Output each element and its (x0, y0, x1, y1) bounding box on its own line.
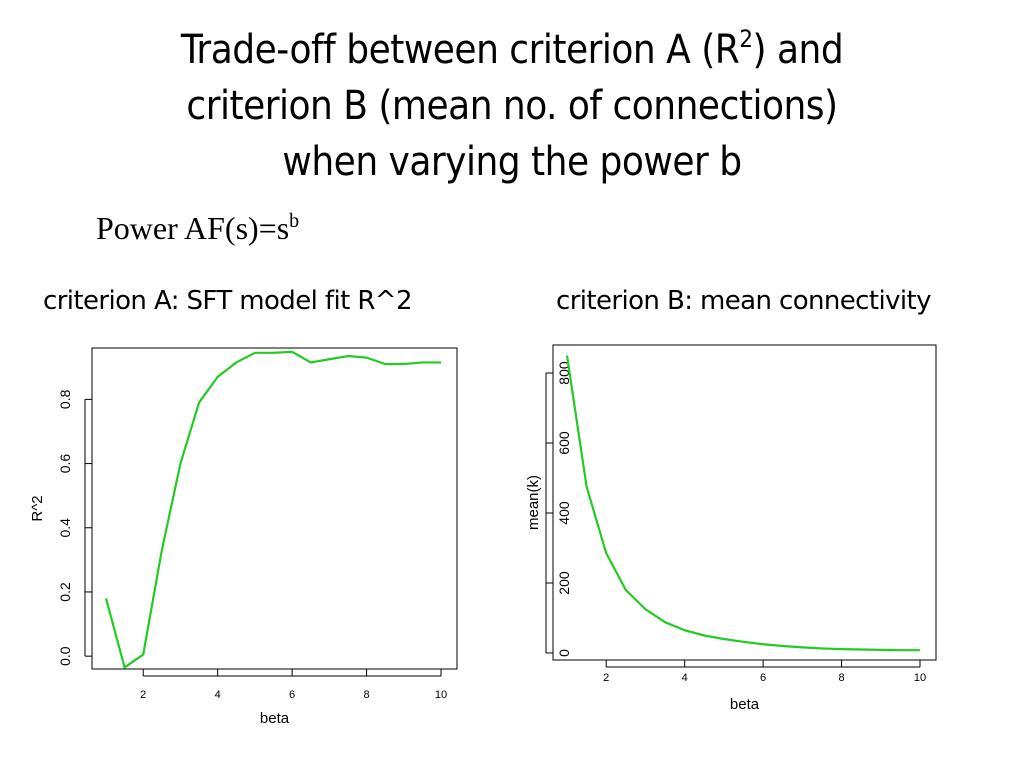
title-line-3: when varying the power b (282, 139, 742, 185)
chart-a-xtick-label-2: 2 (140, 689, 146, 701)
chart-a-frame (91, 347, 458, 670)
chart-a-ytick-label-1: 0.2 (57, 582, 73, 602)
chart-b-ytick-label-1: 200 (556, 571, 572, 595)
chart-b-ytick-label-2: 400 (556, 501, 572, 525)
chart-a-ytick-label-4: 0.8 (57, 389, 73, 409)
subtitle-superscript: b (289, 210, 300, 232)
subtitle: Power AF(s)=sb (96, 208, 299, 248)
chart-b-xtick-label-6: 6 (760, 672, 766, 684)
chart-b-ytick-label-3: 600 (556, 431, 572, 455)
chart-b-frame (552, 344, 937, 661)
title-line-1-text: Trade-off between criterion A (R (180, 27, 740, 73)
chart-a-xlabel: beta (260, 710, 290, 727)
chart-a-xtick-label-4: 4 (215, 689, 221, 701)
chart-a-xtick-label-6: 6 (289, 689, 295, 701)
slide-title: Trade-off between criterion A (R2) and c… (0, 22, 1024, 190)
chart-a-ytick-label-2: 0.4 (57, 518, 73, 538)
chart-a-xtick-label-8: 8 (363, 689, 369, 701)
chart-a-xtick-label-10: 10 (435, 689, 447, 701)
chart-b-xtick-label-10: 10 (914, 672, 926, 684)
chart-a-series-line-0 (104, 350, 441, 669)
chart-a-ylabel: R^2 (29, 495, 46, 521)
chart-a-ytick-label-3: 0.6 (57, 454, 73, 474)
chart-b-xtick-label-4: 4 (682, 672, 688, 684)
caption-criterion-a: criterion A: SFT model fit R^2 (43, 286, 413, 316)
chart-b-ylabel: mean(k) (525, 475, 542, 530)
chart-b-series-line-0 (565, 355, 920, 652)
title-line-1: Trade-off between criterion A (R2) and (0, 22, 1024, 78)
chart-b-xtick-label-2: 2 (603, 672, 609, 684)
subtitle-text: Power AF(s)=s (96, 210, 290, 246)
chart-b-xtick-label-8: 8 (838, 672, 844, 684)
chart-a-ytick-label-0: 0.0 (57, 646, 73, 666)
chart-b-xlabel: beta (730, 696, 760, 713)
title-line-1-end: ) and (752, 27, 844, 73)
chart-b-ytick-label-0: 0 (556, 649, 572, 657)
caption-criterion-b: criterion B: mean connectivity (556, 286, 931, 316)
title-superscript: 2 (739, 25, 753, 53)
title-line-2: criterion B (mean no. of connections) (186, 83, 838, 129)
